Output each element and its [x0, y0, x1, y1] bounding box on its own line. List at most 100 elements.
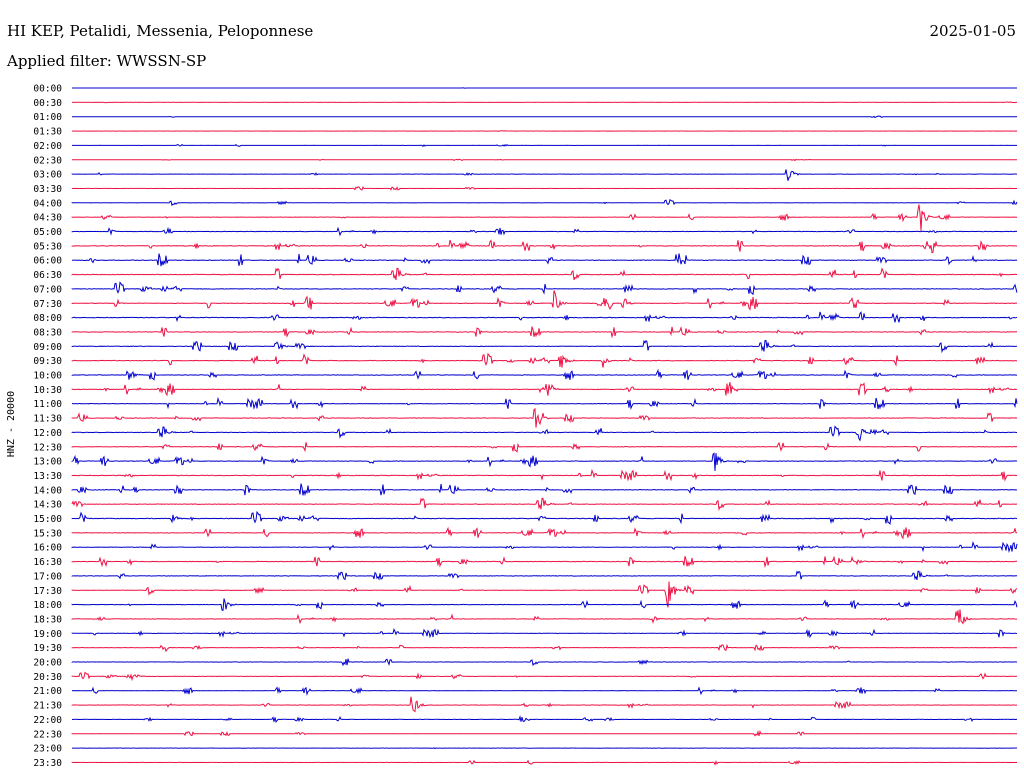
seismic-trace: [71, 658, 1018, 667]
row-label: 20:00: [33, 658, 62, 669]
row-label: 01:00: [33, 112, 62, 123]
seismic-trace: [71, 382, 1018, 397]
row-label: 01:30: [33, 127, 62, 138]
seismic-trace: [71, 368, 1017, 381]
row-label: 08:30: [33, 327, 62, 338]
seismic-trace: [71, 239, 1018, 254]
row-label: 16:00: [33, 543, 62, 554]
seismic-trace: [71, 696, 1017, 713]
row-label: 21:00: [33, 686, 62, 697]
seismic-trace: [71, 555, 1017, 569]
seismic-trace: [71, 452, 1018, 471]
row-label: 15:30: [33, 528, 62, 539]
row-label: 17:30: [33, 586, 62, 597]
seismic-trace: [71, 497, 1018, 512]
seismic-trace: [71, 526, 1018, 540]
row-label: 04:30: [33, 213, 62, 224]
row-label: 10:00: [33, 371, 62, 382]
row-label: 11:30: [33, 414, 62, 425]
seismic-trace: [71, 441, 1018, 453]
row-label: 17:00: [33, 571, 62, 582]
row-label: 13:30: [33, 471, 62, 482]
seismic-trace: [71, 169, 1017, 181]
seismic-trace: [71, 281, 1018, 296]
seismic-trace: [71, 598, 1018, 612]
row-label: 18:00: [33, 600, 62, 611]
row-label: 19:00: [33, 629, 62, 640]
row-label: 09:30: [33, 356, 62, 367]
row-label: 22:00: [33, 715, 62, 726]
seismic-trace: [72, 253, 1018, 267]
trace-group: [71, 87, 1018, 766]
row-label: 00:00: [33, 84, 62, 95]
row-label: 00:30: [33, 98, 62, 109]
seismic-trace: [71, 715, 1018, 724]
seismic-trace: [71, 759, 1018, 766]
seismic-trace: [71, 627, 1018, 639]
row-label-group: 00:00 00:30 01:00 01:30 02:00 02:30 03:00 03:30…: [33, 84, 62, 769]
row-label: 14:00: [33, 485, 62, 496]
row-label: 16:30: [33, 557, 62, 568]
row-label: 06:30: [33, 270, 62, 281]
row-label: 08:00: [33, 313, 62, 324]
row-label: 04:00: [33, 198, 62, 209]
seismic-trace: [71, 686, 1018, 697]
row-label: 19:30: [33, 643, 62, 654]
seismic-trace: [71, 290, 1018, 311]
seismic-trace: [72, 158, 1017, 162]
seismic-trace: [71, 643, 1018, 653]
seismic-trace: [71, 468, 1018, 482]
row-label: 11:00: [33, 399, 62, 410]
row-label: 23:30: [33, 758, 62, 769]
row-label: 13:00: [33, 457, 62, 468]
row-label: 09:00: [33, 342, 62, 353]
station-title: HI KEP, Petalidi, Messenia, Peloponnese: [7, 22, 314, 40]
row-label: 05:30: [33, 241, 62, 252]
row-label: 05:00: [33, 227, 62, 238]
seismic-trace: [71, 609, 1017, 625]
seismic-trace: [71, 101, 1018, 104]
seismic-trace: [71, 730, 1017, 737]
row-label: 10:30: [33, 385, 62, 396]
row-label: 06:00: [33, 256, 62, 267]
seismic-trace: [71, 510, 1018, 526]
seismic-trace: [71, 226, 1017, 237]
filter-label: Applied filter: WWSSN-SP: [7, 52, 207, 70]
row-label: 14:30: [33, 500, 62, 511]
row-label: 07:00: [33, 284, 62, 295]
date-label: 2025-01-05: [929, 22, 1016, 40]
row-label: 20:30: [33, 672, 62, 683]
row-label: 15:00: [33, 514, 62, 525]
seismic-trace: [71, 407, 1018, 428]
seismic-trace: [71, 204, 1017, 231]
row-label: 02:00: [33, 141, 62, 152]
seismic-trace: [71, 581, 1018, 608]
row-label: 02:30: [33, 155, 62, 166]
seismic-trace: [72, 130, 1018, 132]
row-label: 22:30: [33, 729, 62, 740]
seismic-trace: [72, 115, 1017, 119]
seismic-trace: [71, 311, 1018, 323]
row-label: 23:00: [33, 744, 62, 755]
seismic-trace: [71, 396, 1018, 410]
seismic-trace: [71, 267, 1018, 281]
seismic-trace: [71, 540, 1018, 553]
seismic-trace: [71, 570, 1018, 581]
row-label: 03:30: [33, 184, 62, 195]
row-label: 21:30: [33, 701, 62, 712]
seismic-trace: [71, 186, 1018, 191]
seismic-trace: [71, 671, 1018, 682]
row-label: 18:30: [33, 614, 62, 625]
seismic-trace: [71, 425, 1017, 442]
seismic-trace: [71, 483, 1018, 497]
row-label: 03:00: [33, 170, 62, 181]
seismic-trace: [72, 747, 1018, 750]
row-label: 12:00: [33, 428, 62, 439]
row-label: 12:30: [33, 442, 62, 453]
y-axis-label: HNZ - 20000: [6, 391, 17, 457]
seismic-trace: [72, 143, 1017, 148]
row-label: 07:30: [33, 299, 62, 310]
seismic-trace: [71, 339, 1018, 354]
seismic-trace: [71, 352, 1017, 368]
